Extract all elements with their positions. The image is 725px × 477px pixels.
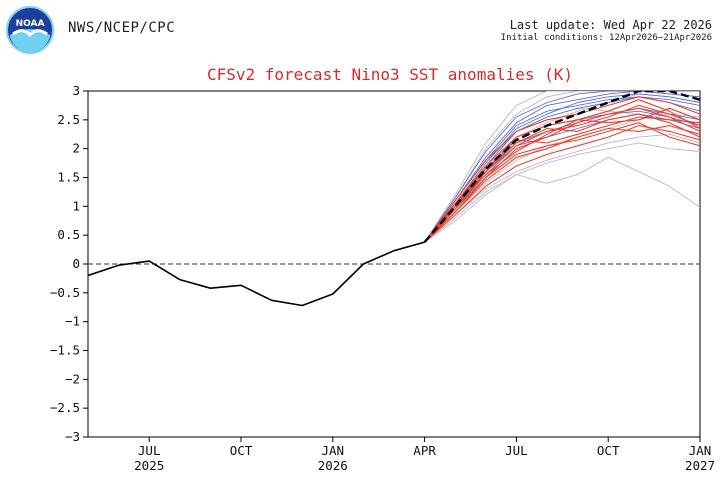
y-tick-label: 0.5 <box>57 227 80 242</box>
ensemble-member-line <box>424 156 700 243</box>
ensemble-member-line <box>424 122 700 243</box>
x-tick-label: JAN <box>322 443 345 458</box>
y-tick-label: 0 <box>72 256 80 271</box>
ensemble-member-line <box>424 91 700 243</box>
ensemble-member-line <box>424 142 700 243</box>
plot-area: −3−2.5−2−1.5−1−0.500.511.522.53JUL2025OC… <box>50 83 715 473</box>
chart-title: CFSv2 forecast Nino3 SST anomalies (K) <box>207 65 573 84</box>
y-tick-label: −1 <box>65 314 80 329</box>
ensemble-member-line <box>424 113 700 243</box>
last-update-text: Last update: Wed Apr 22 2026 <box>509 18 712 32</box>
y-tick-label: −2.5 <box>50 400 80 415</box>
y-tick-label: −1.5 <box>50 343 80 358</box>
y-tick-label: 3 <box>72 83 80 98</box>
noaa-logo-icon: NOAA <box>6 6 54 54</box>
y-tick-label: 1.5 <box>57 170 80 185</box>
ensemble-member-line <box>424 96 700 243</box>
y-tick-label: 1 <box>72 198 80 213</box>
y-tick-label: −2 <box>65 371 80 386</box>
x-tick-label: JUL <box>505 443 528 458</box>
x-tick-label: OCT <box>230 443 253 458</box>
x-tick-label: OCT <box>597 443 620 458</box>
ensemble-member-line <box>424 125 700 243</box>
y-tick-label: 2.5 <box>57 112 80 127</box>
ensemble-mean-line <box>423 91 700 243</box>
y-tick-label: 2 <box>72 141 80 156</box>
x-year-label: 2026 <box>318 458 348 473</box>
observed-line <box>88 241 425 307</box>
x-year-label: 2025 <box>134 458 164 473</box>
ensemble-member-line <box>424 91 700 243</box>
ensemble-member-line <box>424 104 700 243</box>
x-tick-label: JUL <box>138 443 161 458</box>
logo-text: NOAA <box>16 19 45 29</box>
noaa-logo: NOAA <box>5 5 55 55</box>
initial-conditions-text: Initial conditions: 12Apr2026–21Apr2026 <box>500 33 712 43</box>
x-year-label: 2027 <box>685 458 715 473</box>
y-tick-label: −0.5 <box>50 285 80 300</box>
ensemble-member-line <box>424 107 700 243</box>
agency-label: NWS/NCEP/CPC <box>68 20 176 36</box>
ensemble-member-line <box>424 91 700 243</box>
x-tick-label: JAN <box>689 443 712 458</box>
y-tick-label: −3 <box>65 429 80 444</box>
x-tick-label: APR <box>413 443 436 458</box>
ensemble-member-line <box>424 133 700 243</box>
